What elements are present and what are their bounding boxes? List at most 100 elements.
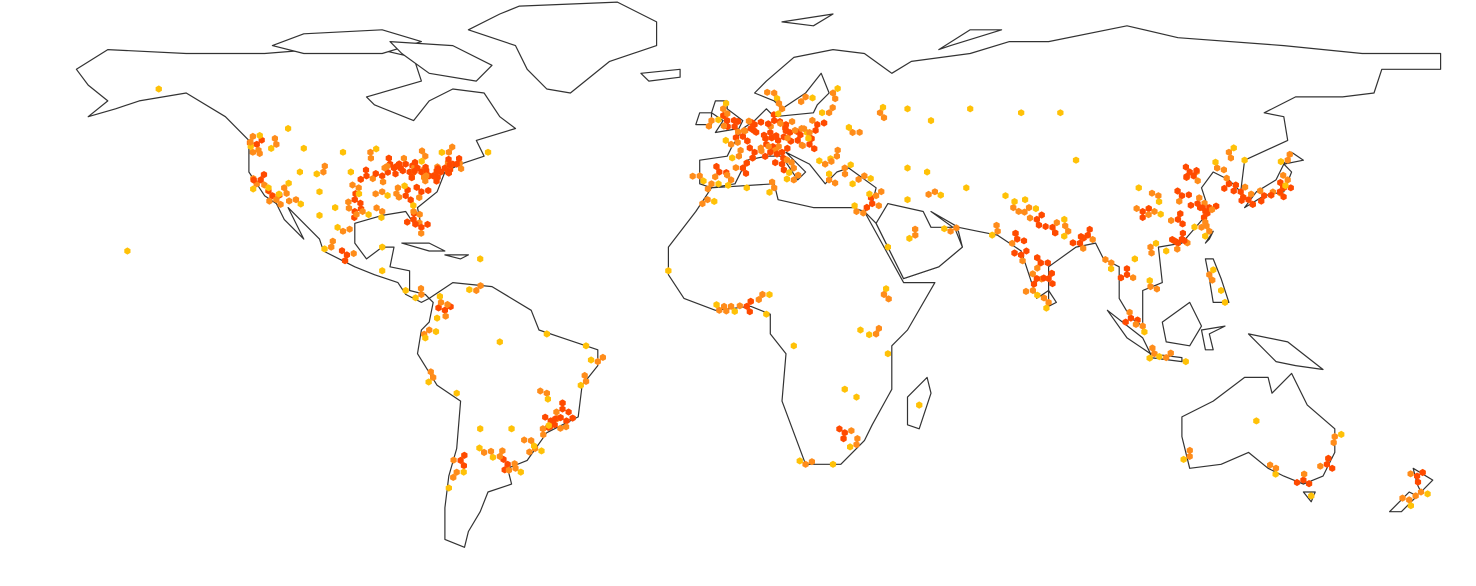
hexbin-cell [809,94,816,102]
hexbin-cell [1152,239,1160,247]
hexbin-cell [1108,265,1115,273]
hexbin-cell [316,211,323,219]
hexbin-cell [771,89,778,97]
philippines-outline [1204,258,1230,303]
hexbin-cell [765,120,772,128]
hexbin-cell [1221,298,1229,306]
hexbin-cell [316,188,323,196]
hexbin-cell [402,160,409,168]
hexbin-cell [355,190,363,198]
hexbin-cell [453,468,460,476]
hexbin-cell [407,196,414,204]
hexbin-cell [1089,235,1096,244]
hexbin-cell [767,148,774,156]
hexbin-cell [1277,158,1284,166]
hexbin-cell [329,237,336,245]
hexbin-cell [349,181,356,189]
hexbin-cell [808,458,815,466]
hexbin-cell [989,231,996,239]
hexbin-cell [1040,274,1047,282]
hexbin-cell [399,167,406,175]
hexbin-cell [1009,239,1016,247]
hexbin-cell [1191,223,1198,231]
hexbin-cell [746,144,753,152]
hexbin-cell [778,160,786,168]
hexbin-cell [1018,109,1025,117]
hexbin-cell [425,186,432,195]
hexbin-cell [418,188,425,196]
hexbin-cell [878,188,885,196]
hexbin-cell [411,167,418,175]
hexbin-cell [1190,172,1197,180]
hexbin-cell [435,304,442,312]
hexbin-cell [743,159,750,167]
hexbin-cell [762,152,769,160]
hexbin-cell [704,185,711,193]
hexbin-cell [385,154,392,162]
hexbin-points [124,84,1431,510]
hexbin-cell [1080,244,1087,252]
hexbin-cell [742,169,750,177]
hexbin-cell [249,132,256,140]
hexbin-cell [369,175,376,183]
hexbin-cell [851,202,858,210]
hexbin-cell [1272,470,1279,478]
hexbin-cell [912,225,919,233]
hexbin-cell [734,138,741,146]
hexbin-cell [1011,198,1018,206]
hexbin-cell [716,168,723,176]
hexbin-cell [1032,205,1039,213]
hexbin-cell [780,166,787,174]
hexbin-cell [1076,239,1084,247]
hexbin-cell [1202,207,1209,216]
hexbin-cell [359,207,366,216]
hexbin-cell [1232,181,1239,189]
hexbin-cell [1257,187,1264,195]
hexbin-cell [699,200,706,208]
hexbin-cell [836,425,843,433]
hexbin-cell [1280,193,1287,201]
hexbin-cell [418,223,425,231]
hexbin-cell [1218,286,1225,295]
hexbin-cell [1284,156,1291,164]
hexbin-cell [845,123,852,131]
hexbin-cell [477,282,484,290]
hexbin-cell [1014,235,1021,243]
hexbin-cell [814,121,821,129]
hexbin-cell [436,292,443,300]
hexbin-cell [285,179,292,187]
hexbin-cell [1282,182,1289,190]
hexbin-cell [517,468,524,476]
hexbin-cell [1029,270,1036,278]
hexbin-cell [430,373,437,381]
hexbin-cell [553,408,560,416]
hexbin-cell [1179,229,1186,237]
hexbin-cell [404,218,411,226]
hexbin-cell [751,121,758,129]
hexbin-cell [1179,220,1186,228]
hexbin-cell [829,460,837,468]
hexbin-cell [906,234,913,242]
hexbin-cell [1026,214,1034,222]
hexbin-cell [904,196,911,204]
hexbin-cell [731,307,738,315]
hexbin-cell [599,353,606,361]
hexbin-cell [1053,219,1060,227]
hexbin-cell [1183,172,1190,181]
hexbin-cell [802,460,809,468]
hexbin-cell [1043,304,1050,312]
hexbin-cell [1178,192,1185,200]
hexbin-cell [1049,280,1056,288]
hexbin-cell [353,210,360,218]
hexbin-cell [426,326,433,334]
hexbin-cell [1202,218,1209,226]
hexbin-cell [1407,470,1414,478]
hexbin-cell [777,119,784,128]
hexbin-cell [434,173,441,181]
hexbin-cell [1102,256,1109,264]
hexbin-cell [873,192,880,200]
hexbin-cell [438,148,445,156]
hexbin-cell [826,170,833,178]
hexbin-cell [1230,187,1237,195]
hexbin-cell [416,210,423,218]
